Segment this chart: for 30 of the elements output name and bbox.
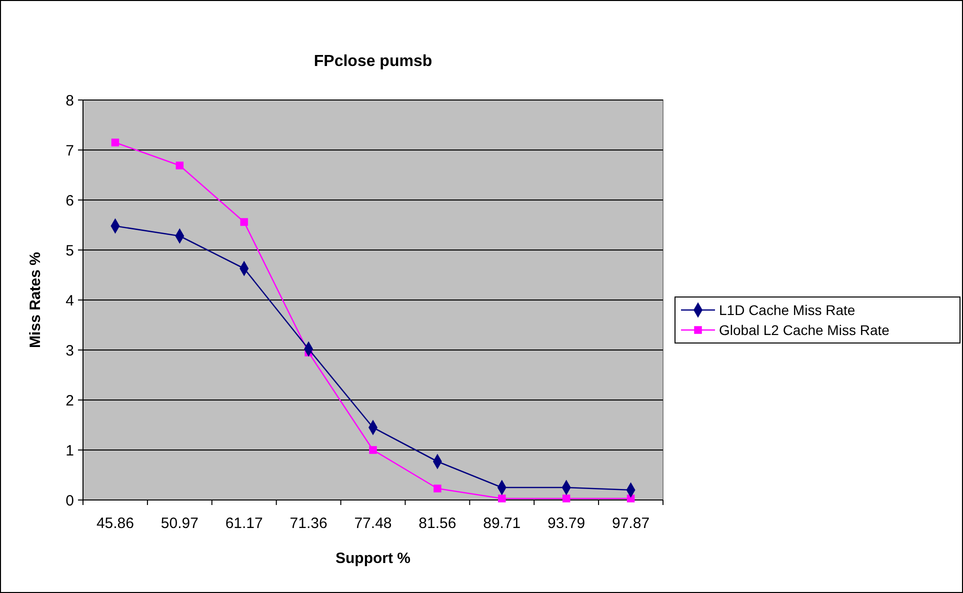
point — [434, 484, 442, 492]
x-tick-label: 81.56 — [418, 515, 456, 532]
y-tick-label: 5 — [66, 242, 74, 260]
y-tick-label: 6 — [66, 192, 74, 210]
y-tick-label: 0 — [66, 492, 74, 510]
x-tick-label: 89.71 — [483, 515, 521, 532]
y-tick-label: 2 — [66, 392, 74, 410]
point — [176, 162, 184, 170]
x-tick-label: 77.48 — [354, 515, 392, 532]
y-axis-title: Miss Rates % — [27, 252, 44, 348]
point — [498, 494, 506, 502]
y-tick-label: 3 — [66, 342, 74, 360]
chart-title: FPclose pumsb — [314, 53, 432, 70]
point — [562, 494, 570, 502]
legend-label: L1D Cache Miss Rate — [719, 302, 856, 318]
y-tick-label: 4 — [66, 292, 74, 310]
legend-label: Global L2 Cache Miss Rate — [719, 322, 890, 338]
point — [240, 218, 248, 226]
y-tick-label: 7 — [66, 142, 74, 160]
x-axis-title: Support % — [336, 550, 410, 567]
y-tick-label: 1 — [66, 442, 74, 460]
x-tick-label: 93.79 — [548, 515, 586, 532]
x-tick-label: 50.97 — [160, 515, 198, 532]
point — [111, 138, 120, 146]
y-tick-label: 8 — [66, 92, 74, 110]
x-tick-label: 71.36 — [290, 515, 328, 532]
x-tick-label: 45.86 — [96, 515, 134, 532]
point — [369, 446, 377, 454]
x-tick-label: 97.87 — [612, 515, 650, 532]
x-tick-label: 61.17 — [225, 515, 263, 532]
